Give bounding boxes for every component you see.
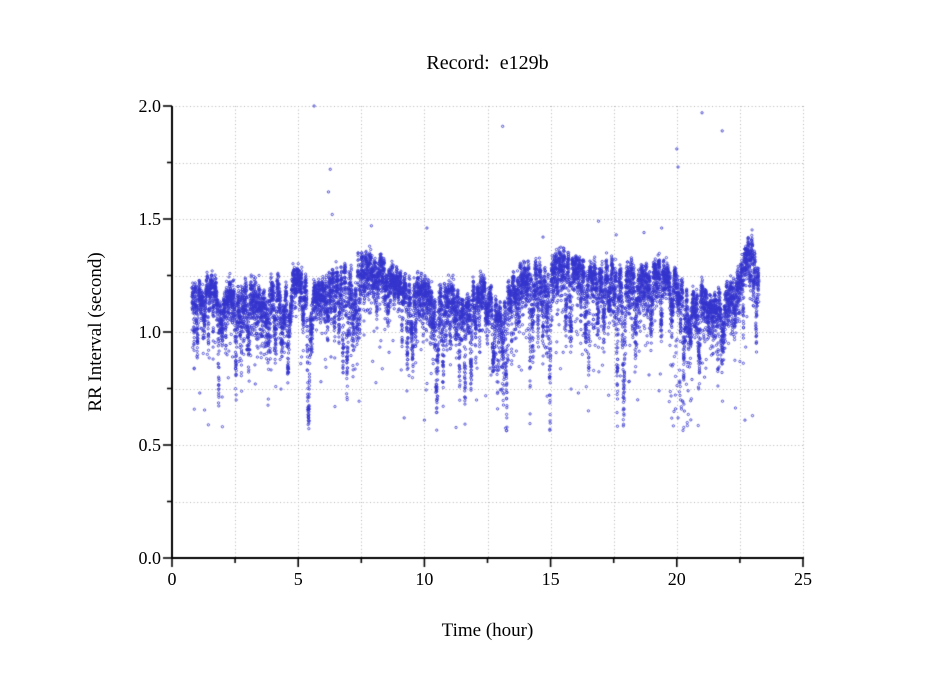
y-tick-label: 0.0 bbox=[138, 548, 162, 568]
x-tick-label: 10 bbox=[415, 569, 434, 589]
x-tick-label: 0 bbox=[167, 569, 177, 589]
x-axis-title: Time (hour) bbox=[441, 620, 534, 641]
y-tick-label: 1.0 bbox=[138, 322, 162, 342]
x-tick-label: 15 bbox=[541, 569, 560, 589]
y-tick-label: 1.5 bbox=[138, 209, 162, 229]
y-tick-label: 2.0 bbox=[138, 96, 162, 116]
y-axis-title: RR Interval (second) bbox=[85, 252, 106, 412]
x-tick-label: 25 bbox=[794, 569, 812, 589]
x-tick-label: 20 bbox=[667, 569, 686, 589]
x-tick-label: 5 bbox=[293, 569, 303, 589]
y-tick-label: 0.5 bbox=[138, 435, 162, 455]
chart-title: Record: e129b bbox=[426, 52, 549, 74]
